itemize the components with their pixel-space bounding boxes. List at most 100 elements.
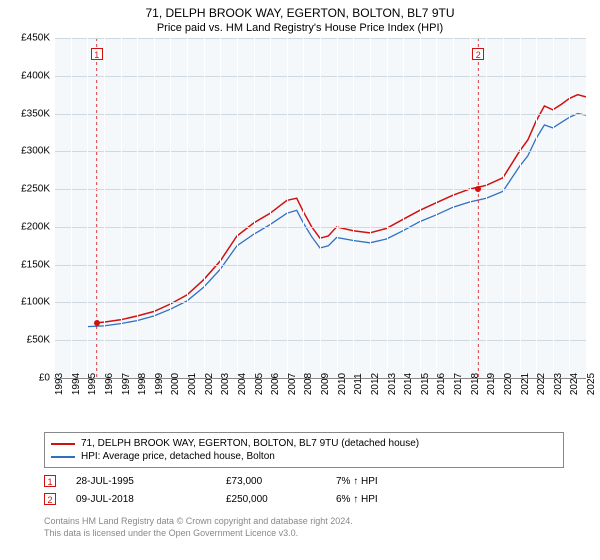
x-tick: 2015 bbox=[420, 373, 431, 395]
vgrid bbox=[586, 38, 587, 378]
y-tick: £0 bbox=[39, 373, 50, 384]
vgrid bbox=[254, 38, 255, 378]
x-tick: 1998 bbox=[137, 373, 148, 395]
x-tick: 2009 bbox=[320, 373, 331, 395]
x-tick: 2005 bbox=[254, 373, 265, 395]
footer-line-2: This data is licensed under the Open Gov… bbox=[44, 528, 564, 540]
x-tick: 2011 bbox=[353, 373, 364, 395]
x-tick: 2017 bbox=[453, 373, 464, 395]
sale-date: 28-JUL-1995 bbox=[76, 476, 226, 487]
x-tick: 2004 bbox=[237, 373, 248, 395]
vgrid bbox=[436, 38, 437, 378]
vgrid bbox=[453, 38, 454, 378]
vgrid bbox=[170, 38, 171, 378]
sale-ref: HPI bbox=[358, 476, 377, 487]
legend-row: HPI: Average price, detached house, Bolt… bbox=[51, 450, 557, 463]
x-tick: 2025 bbox=[586, 373, 597, 395]
vgrid bbox=[154, 38, 155, 378]
y-tick: £300K bbox=[21, 146, 50, 157]
sale-marker-box: 2 bbox=[472, 48, 484, 60]
x-tick: 2003 bbox=[220, 373, 231, 395]
sale-dot bbox=[94, 320, 100, 326]
x-tick: 1995 bbox=[87, 373, 98, 395]
footer: Contains HM Land Registry data © Crown c… bbox=[44, 516, 564, 539]
x-axis: 1993199419951996199719981999200020012002… bbox=[54, 380, 586, 418]
x-tick: 2022 bbox=[536, 373, 547, 395]
x-tick: 1997 bbox=[121, 373, 132, 395]
vgrid bbox=[187, 38, 188, 378]
vgrid bbox=[536, 38, 537, 378]
x-tick: 2007 bbox=[287, 373, 298, 395]
vgrid bbox=[287, 38, 288, 378]
x-tick: 2006 bbox=[270, 373, 281, 395]
legend-row: 71, DELPH BROOK WAY, EGERTON, BOLTON, BL… bbox=[51, 437, 557, 450]
vgrid bbox=[420, 38, 421, 378]
sale-row: 209-JUL-2018£250,0006% HPI bbox=[44, 490, 564, 508]
vgrid bbox=[104, 38, 105, 378]
chart-subtitle: Price paid vs. HM Land Registry's House … bbox=[0, 20, 600, 38]
sale-row: 1 28-JUL-1995£73,0007% HPI bbox=[44, 472, 564, 490]
sale-price: £73,000 bbox=[226, 476, 336, 487]
vgrid bbox=[520, 38, 521, 378]
x-tick: 2001 bbox=[187, 373, 198, 395]
vgrid bbox=[204, 38, 205, 378]
chart-title: 71, DELPH BROOK WAY, EGERTON, BOLTON, BL… bbox=[0, 0, 600, 20]
vgrid bbox=[553, 38, 554, 378]
chart-area: £0 £50K £100K £150K £200K £250K £300K £350K £400… bbox=[10, 38, 590, 418]
x-tick: 2012 bbox=[370, 373, 381, 395]
vgrid bbox=[403, 38, 404, 378]
sales-table: 1 28-JUL-1995£73,0007% HPI 209-JUL-2018£25… bbox=[44, 472, 564, 508]
vgrid bbox=[320, 38, 321, 378]
y-tick: £400K bbox=[21, 70, 50, 81]
vgrid bbox=[470, 38, 471, 378]
x-tick: 2002 bbox=[204, 373, 215, 395]
legend: 71, DELPH BROOK WAY, EGERTON, BOLTON, BL… bbox=[44, 432, 564, 468]
vgrid bbox=[137, 38, 138, 378]
x-tick: 2021 bbox=[520, 373, 531, 395]
x-tick: 1993 bbox=[54, 373, 65, 395]
sale-marker-box: 1 bbox=[91, 48, 103, 60]
sale-price: £250,000 bbox=[226, 494, 336, 505]
vgrid bbox=[387, 38, 388, 378]
x-tick: 1999 bbox=[154, 373, 165, 395]
sale-date: 09-JUL-2018 bbox=[76, 494, 226, 505]
vgrid bbox=[569, 38, 570, 378]
x-tick: 1994 bbox=[71, 373, 82, 395]
x-tick: 2019 bbox=[486, 373, 497, 395]
sale-row-marker: 1 bbox=[44, 475, 56, 487]
legend-swatch bbox=[51, 443, 75, 445]
vgrid bbox=[121, 38, 122, 378]
sale-ref: HPI bbox=[358, 494, 377, 505]
y-axis: £0£50K£100K£150K£200K£250K£300K£350K£400… bbox=[10, 38, 52, 378]
legend-label: 71, DELPH BROOK WAY, EGERTON, BOLTON, BL… bbox=[81, 438, 419, 449]
vgrid bbox=[353, 38, 354, 378]
y-tick: £450K bbox=[21, 33, 50, 44]
sale-dot bbox=[475, 186, 481, 192]
vgrid bbox=[503, 38, 504, 378]
y-tick: £350K bbox=[21, 108, 50, 119]
x-tick: 2010 bbox=[337, 373, 348, 395]
x-tick: 2000 bbox=[170, 373, 181, 395]
y-tick: £200K bbox=[21, 221, 50, 232]
sale-diff: 7% HPI bbox=[336, 476, 564, 487]
x-tick: 2023 bbox=[553, 373, 564, 395]
footer-line-1: Contains HM Land Registry data © Crown c… bbox=[44, 516, 564, 528]
sale-diff: 6% HPI bbox=[336, 494, 564, 505]
legend-swatch bbox=[51, 456, 75, 458]
legend-label: HPI: Average price, detached house, Bolt… bbox=[81, 451, 275, 462]
vgrid bbox=[337, 38, 338, 378]
y-tick: £250K bbox=[21, 184, 50, 195]
y-tick: £100K bbox=[21, 297, 50, 308]
x-tick: 2013 bbox=[387, 373, 398, 395]
vgrid bbox=[87, 38, 88, 378]
vgrid bbox=[486, 38, 487, 378]
y-tick: £50K bbox=[27, 335, 50, 346]
vgrid bbox=[220, 38, 221, 378]
vgrid bbox=[270, 38, 271, 378]
y-tick: £150K bbox=[21, 259, 50, 270]
x-tick: 2008 bbox=[303, 373, 314, 395]
x-tick: 2018 bbox=[470, 373, 481, 395]
vgrid bbox=[303, 38, 304, 378]
x-tick: 2024 bbox=[569, 373, 580, 395]
x-tick: 1996 bbox=[104, 373, 115, 395]
